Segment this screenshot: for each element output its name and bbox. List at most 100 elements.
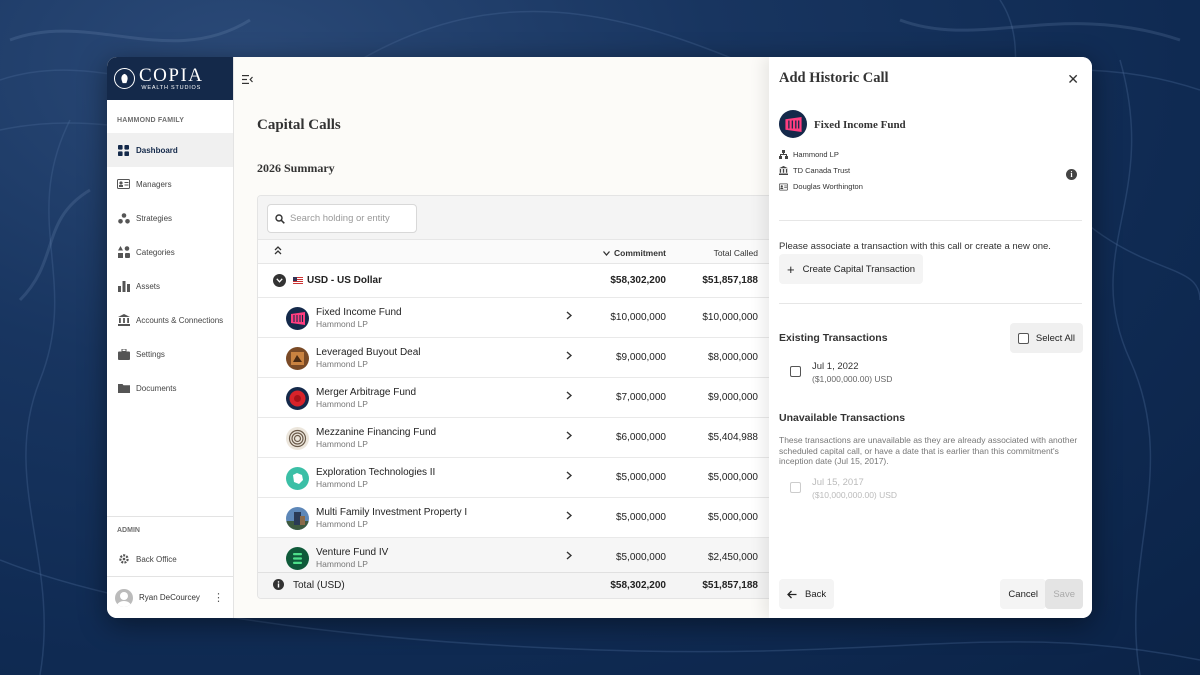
sidebar-item-dashboard[interactable]: Dashboard [107, 133, 233, 167]
id-card-icon [779, 182, 788, 191]
sidebar-item-label: Assets [136, 281, 161, 291]
more-options-icon[interactable]: ⋮ [213, 592, 224, 604]
sidebar-item-settings[interactable]: Settings [107, 337, 233, 371]
sidebar-item-documents[interactable]: Documents [107, 371, 233, 405]
currency-group-row[interactable]: USD - US Dollar $58,302,200 $51,857,188 [258, 264, 776, 298]
fund-logo [779, 110, 807, 138]
fund-name: Merger Arbitrage Fund [316, 387, 417, 398]
fund-name: Multi Family Investment Property I [316, 507, 468, 518]
total-called-cell: $8,000,000 [707, 352, 758, 363]
search-input[interactable] [290, 213, 410, 224]
custodian-name: TD Canada Trust [793, 166, 851, 175]
sidebar-item-label: Back Office [136, 554, 177, 564]
chevron-right-icon[interactable] [566, 391, 573, 403]
cancel-button[interactable]: Cancel [1000, 579, 1046, 609]
bank-icon [779, 166, 788, 175]
arrow-left-icon [787, 590, 797, 598]
brand-tagline: WEALTH STUDIOS [141, 84, 202, 91]
search-box [267, 204, 417, 233]
avatar [115, 588, 133, 607]
divider [779, 303, 1082, 304]
commitment-cell: $6,000,000 [615, 432, 666, 443]
back-label: Back [805, 588, 827, 600]
collapse-sidebar-icon[interactable] [242, 71, 253, 89]
fund-name: Leveraged Buyout Deal [316, 347, 421, 358]
sidebar: COPIA WEALTH STUDIOS HAMMOND FAMILY Dash… [107, 57, 234, 618]
user-menu[interactable]: Ryan DeCourcey ⋮ [107, 576, 233, 618]
sidebar-item-strategies[interactable]: Strategies [107, 201, 233, 235]
transaction-amount: ($1,000,000.00) USD [812, 374, 893, 384]
fund-owner: Hammond LP [316, 319, 368, 329]
total-called-cell: $2,450,000 [707, 552, 758, 563]
fund-owner: Hammond LP [316, 359, 368, 369]
table-row[interactable]: Leveraged Buyout Deal Hammond LP $9,000,… [258, 338, 776, 378]
back-button[interactable]: Back [779, 579, 835, 609]
transaction-checkbox[interactable] [790, 366, 801, 377]
table-row[interactable]: Merger Arbitrage Fund Hammond LP $7,000,… [258, 378, 776, 418]
sidebar-item-categories[interactable]: Categories [107, 235, 233, 269]
chevron-right-icon[interactable] [566, 511, 573, 523]
unavailable-transaction-item: Jul 15, 2017 ($10,000,000.00) USD [790, 477, 897, 500]
total-called-cell: $10,000,000 [702, 312, 758, 323]
fund-logo [286, 347, 309, 370]
brand-logo[interactable]: COPIA WEALTH STUDIOS [107, 57, 233, 100]
commitment-column-label: Commitment [614, 248, 666, 258]
plus-icon: + [787, 261, 795, 277]
total-called-column-header[interactable]: Total Called [713, 248, 758, 258]
sidebar-item-accounts[interactable]: Accounts & Connections [107, 303, 233, 337]
sidebar-item-back-office[interactable]: Back Office [107, 542, 233, 576]
sidebar-item-label: Categories [136, 247, 175, 257]
info-icon[interactable]: i [1066, 169, 1077, 180]
org-chart-icon [779, 150, 788, 159]
commitment-cell: $5,000,000 [615, 512, 666, 523]
group-commitment: $58,302,200 [610, 275, 666, 286]
save-button[interactable]: Save [1045, 579, 1083, 609]
brand-name: COPIA [139, 64, 204, 86]
transaction-date: Jul 15, 2017 [812, 477, 864, 488]
close-icon[interactable]: ✕ [1067, 71, 1079, 87]
transaction-checkbox-disabled [790, 482, 801, 493]
commitment-cell: $5,000,000 [615, 552, 666, 563]
chevron-down-icon[interactable] [273, 274, 286, 287]
fund-logo [286, 507, 309, 530]
fund-logo [286, 307, 309, 330]
chevron-right-icon[interactable] [566, 431, 573, 443]
folder-icon [117, 382, 130, 394]
table-row[interactable]: Mezzanine Financing Fund Hammond LP $6,0… [258, 418, 776, 458]
id-card-icon [117, 178, 130, 190]
total-called: $51,857,188 [702, 580, 758, 591]
table-row[interactable]: Multi Family Investment Property I Hammo… [258, 498, 776, 538]
fund-owner: Hammond LP [316, 559, 368, 569]
fund-logo [286, 387, 309, 410]
group-total-called: $51,857,188 [702, 275, 758, 286]
select-all-label: Select All [1035, 332, 1075, 344]
expand-all-icon[interactable] [274, 246, 282, 257]
commitment-column-header[interactable]: Commitment [603, 248, 666, 258]
create-capital-transaction-button[interactable]: + Create Capital Transaction [779, 254, 924, 284]
fund-owner: Hammond LP [316, 399, 368, 409]
briefcase-icon [117, 348, 130, 360]
manager-name: Douglas Worthington [793, 182, 863, 191]
us-flag-icon [293, 277, 303, 284]
sidebar-item-label: Documents [136, 383, 177, 393]
existing-transaction-item[interactable]: Jul 1, 2022 ($1,000,000.00) USD [790, 361, 892, 384]
table-row[interactable]: Exploration Technologies II Hammond LP $… [258, 458, 776, 498]
chevron-right-icon[interactable] [566, 551, 573, 563]
chevron-right-icon[interactable] [566, 351, 573, 363]
sidebar-item-managers[interactable]: Managers [107, 167, 233, 201]
select-all-checkbox[interactable] [1017, 332, 1029, 344]
custodian-line: TD Canada Trust [779, 166, 850, 175]
transaction-amount: ($10,000,000.00) USD [812, 490, 898, 500]
fund-name: Exploration Technologies II [316, 467, 436, 478]
currency-group-label: USD - US Dollar [307, 275, 383, 286]
select-all-button[interactable]: Select All [1009, 323, 1083, 353]
table-header: Commitment Total Called [258, 240, 776, 264]
info-icon[interactable] [273, 579, 284, 593]
sidebar-item-assets[interactable]: Assets [107, 269, 233, 303]
chevron-right-icon[interactable] [566, 471, 573, 483]
table-row[interactable]: Fixed Income Fund Hammond LP $10,000,000… [258, 298, 776, 338]
create-capital-transaction-label: Create Capital Transaction [802, 263, 916, 275]
chevron-right-icon[interactable] [566, 311, 573, 323]
bank-icon [117, 314, 130, 326]
sidebar-item-label: Managers [136, 179, 172, 189]
